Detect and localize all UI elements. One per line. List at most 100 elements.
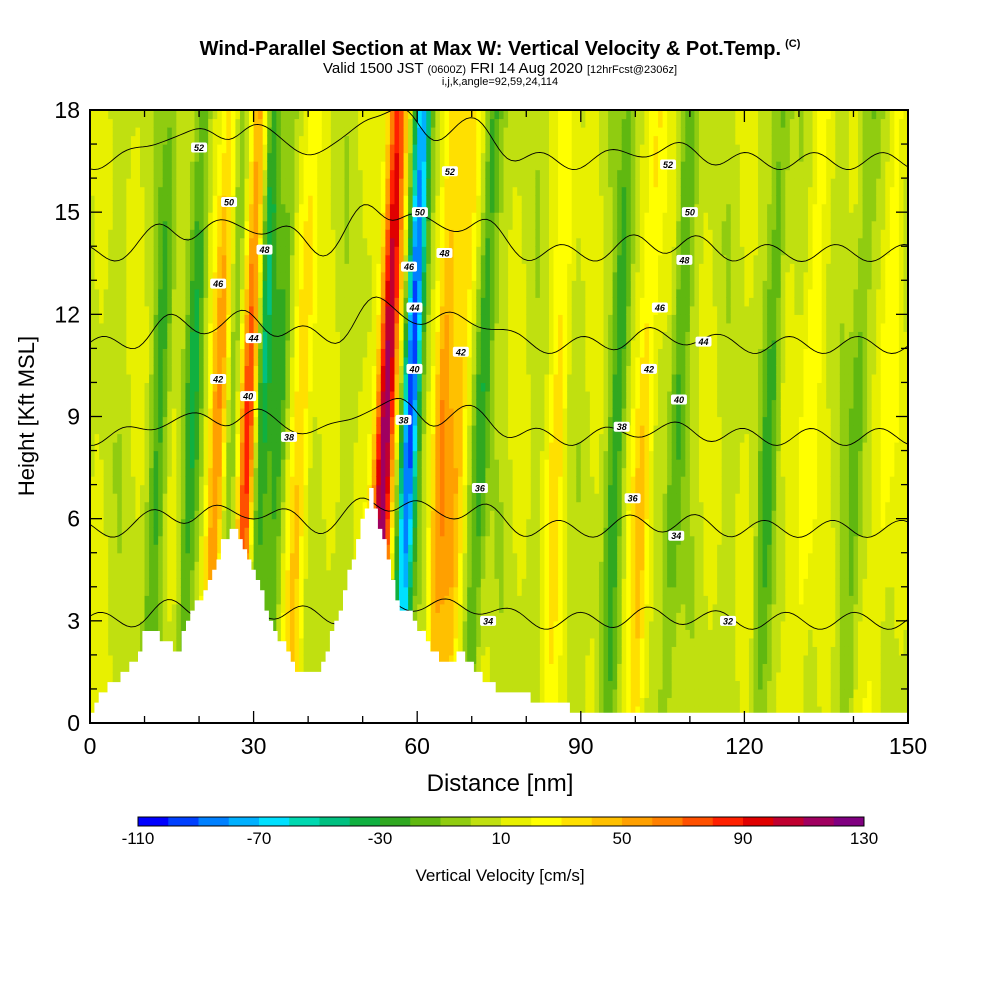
theta-label: 44 <box>406 302 423 313</box>
colorbar-swatch <box>440 817 472 826</box>
theta-contour <box>90 110 908 171</box>
theta-label: 48 <box>256 244 273 255</box>
theta-label: 50 <box>681 207 698 218</box>
theta-label: 52 <box>191 142 208 153</box>
theta-label-text: 46 <box>654 303 666 313</box>
theta-label: 52 <box>441 166 458 177</box>
colorbar-swatch <box>622 817 653 826</box>
colorbar-label: Vertical Velocity [cm/s] <box>415 866 584 885</box>
theta-label: 50 <box>411 207 428 218</box>
x-axis-label: Distance [nm] <box>427 770 574 797</box>
colorbar-swatch <box>773 817 804 826</box>
theta-label: 40 <box>240 391 257 402</box>
colorbar-swatch <box>410 817 441 826</box>
colorbar-swatch <box>531 817 562 826</box>
colorbar-swatch <box>319 817 351 826</box>
theta-label: 40 <box>670 394 687 405</box>
theta-label: 48 <box>436 248 453 259</box>
colorbar-swatch <box>561 817 593 826</box>
theta-label-text: 48 <box>258 245 269 255</box>
x-tick-label: 60 <box>404 733 430 759</box>
chart-subtitle: Valid 1500 JST (0600Z) FRI 14 Aug 2020 [… <box>322 60 678 77</box>
y-tick-label: 3 <box>67 608 80 634</box>
theta-label-text: 44 <box>408 303 419 313</box>
x-tick-label: 30 <box>241 733 267 759</box>
theta-label-text: 36 <box>628 494 639 504</box>
colorbar <box>137 816 865 827</box>
theta-label: 42 <box>452 346 469 357</box>
theta-label-text: 38 <box>399 415 409 425</box>
theta-label-text: 32 <box>723 616 733 626</box>
y-axis-label: Height [Kft MSL] <box>14 336 39 496</box>
theta-label-text: 34 <box>483 616 493 626</box>
theta-label: 48 <box>676 254 693 265</box>
colorbar-swatch <box>289 817 320 826</box>
colorbar-swatch <box>501 817 532 826</box>
theta-label-text: 48 <box>438 249 449 259</box>
theta-contour <box>90 296 908 354</box>
terrain <box>90 488 908 723</box>
theta-label: 32 <box>720 615 737 626</box>
theta-label: 46 <box>210 278 227 289</box>
theta-label-text: 40 <box>673 395 684 405</box>
theta-label: 46 <box>401 261 418 272</box>
theta-label-text: 52 <box>663 160 673 170</box>
theta-label-text: 42 <box>455 347 466 357</box>
theta-label-text: 38 <box>284 432 294 442</box>
x-tick-label: 0 <box>84 733 97 759</box>
theta-label-text: 50 <box>415 208 425 218</box>
colorbar-swatch <box>138 817 169 826</box>
colorbar-swatch <box>259 817 290 826</box>
colorbar-swatch <box>743 817 774 826</box>
colorbar-tick-label: 10 <box>492 829 511 848</box>
theta-label-text: 42 <box>643 364 654 374</box>
theta-label: 40 <box>406 363 423 374</box>
theta-label: 44 <box>695 336 712 347</box>
theta-label-text: 44 <box>697 337 708 347</box>
contour-labels: 52 50 48 46 44 42 40 38 52 50 48 46 44 42 40 38 36 34 52 50… <box>191 142 737 626</box>
theta-label-text: 44 <box>248 334 259 344</box>
theta-label-text: 52 <box>445 167 455 177</box>
colorbar-swatch <box>349 817 381 826</box>
y-tick-label: 9 <box>67 404 80 430</box>
colorbar-swatch <box>228 817 260 826</box>
theta-label: 38 <box>395 414 412 425</box>
theta-label-text: 50 <box>685 208 695 218</box>
theta-contour <box>90 204 908 262</box>
colorbar-tick-label: 50 <box>613 829 632 848</box>
theta-label-text: 50 <box>224 197 234 207</box>
theta-label: 50 <box>221 196 238 207</box>
theta-label-text: 52 <box>194 143 204 153</box>
x-tick-label: 120 <box>725 733 763 759</box>
theta-label: 36 <box>471 483 488 494</box>
colorbar-swatch <box>712 817 744 826</box>
vertical-velocity-field <box>90 110 908 723</box>
colorbar-tick-label: -30 <box>368 829 393 848</box>
colorbar-swatch <box>470 817 502 826</box>
y-tick-label: 0 <box>67 710 80 736</box>
colorbar-swatch <box>803 817 835 826</box>
theta-label: 52 <box>660 159 677 170</box>
theta-label: 38 <box>613 421 630 432</box>
theta-contour <box>90 397 908 446</box>
y-tick-label: 12 <box>54 301 80 327</box>
theta-label-text: 46 <box>403 262 415 272</box>
x-tick-label: 150 <box>889 733 927 759</box>
y-tick-label: 15 <box>54 199 80 225</box>
colorbar-swatch <box>168 817 199 826</box>
terrain-mask <box>90 488 908 723</box>
colorbar-tick-label: -70 <box>247 829 272 848</box>
colorbar-swatch <box>652 817 683 826</box>
colorbar-swatch <box>198 817 230 826</box>
y-tick-label: 18 <box>54 97 80 123</box>
theta-label: 42 <box>210 374 227 385</box>
theta-label: 34 <box>480 615 497 626</box>
y-tick-label: 6 <box>67 506 80 532</box>
colorbar-tick-label: -110 <box>122 829 155 848</box>
colorbar-swatch <box>682 817 714 826</box>
theta-contour <box>90 5 908 78</box>
theta-label-text: 48 <box>678 255 689 265</box>
theta-label: 46 <box>651 302 668 313</box>
